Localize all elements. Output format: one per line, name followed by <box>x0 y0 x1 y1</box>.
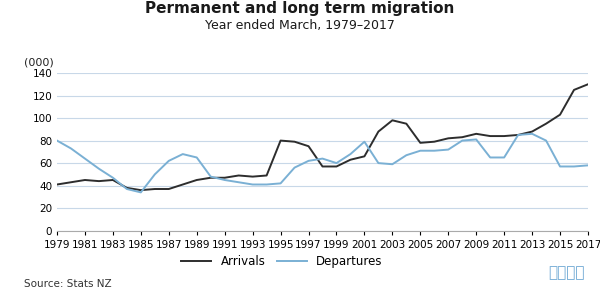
Arrivals <box>193 178 200 182</box>
Arrivals <box>542 122 550 126</box>
Line: Arrivals: Arrivals <box>57 84 588 190</box>
Arrivals <box>473 132 480 135</box>
Arrivals <box>389 119 396 122</box>
Departures <box>515 133 522 137</box>
Departures <box>431 149 438 152</box>
Text: Year ended March, 1979–2017: Year ended March, 1979–2017 <box>205 19 395 32</box>
Arrivals <box>431 140 438 143</box>
Arrivals <box>249 175 256 178</box>
Arrivals <box>347 158 354 161</box>
Arrivals <box>263 174 270 177</box>
Arrivals <box>221 176 228 180</box>
Departures <box>291 166 298 169</box>
Text: Source: Stats NZ: Source: Stats NZ <box>24 279 112 289</box>
Arrivals <box>375 130 382 133</box>
Arrivals <box>151 187 158 191</box>
Departures <box>207 175 214 178</box>
Departures <box>249 183 256 186</box>
Departures <box>305 159 312 163</box>
Arrivals <box>458 135 466 139</box>
Arrivals <box>556 113 563 117</box>
Legend: Arrivals, Departures: Arrivals, Departures <box>177 251 387 273</box>
Arrivals <box>82 178 89 182</box>
Arrivals <box>95 179 103 183</box>
Arrivals <box>515 133 522 137</box>
Arrivals <box>571 88 578 92</box>
Departures <box>556 165 563 168</box>
Arrivals <box>403 122 410 126</box>
Arrivals <box>179 183 187 186</box>
Arrivals <box>584 83 592 86</box>
Departures <box>375 161 382 165</box>
Arrivals <box>291 140 298 143</box>
Departures <box>319 157 326 160</box>
Arrivals <box>277 139 284 142</box>
Departures <box>277 182 284 185</box>
Departures <box>417 149 424 152</box>
Departures <box>151 173 158 176</box>
Text: (000): (000) <box>24 57 54 67</box>
Arrivals <box>207 176 214 180</box>
Arrivals <box>487 134 494 138</box>
Departures <box>263 183 270 186</box>
Text: Permanent and long term migration: Permanent and long term migration <box>145 1 455 16</box>
Text: 澳臻移民: 澳臻移民 <box>548 265 585 280</box>
Arrivals <box>333 165 340 168</box>
Arrivals <box>417 141 424 145</box>
Departures <box>67 147 74 150</box>
Departures <box>542 139 550 142</box>
Departures <box>361 140 368 143</box>
Arrivals <box>529 130 536 133</box>
Departures <box>109 176 116 180</box>
Departures <box>487 156 494 159</box>
Departures <box>53 139 61 142</box>
Departures <box>165 159 172 163</box>
Arrivals <box>361 154 368 158</box>
Departures <box>389 162 396 166</box>
Departures <box>529 132 536 135</box>
Departures <box>137 191 145 194</box>
Departures <box>123 187 130 191</box>
Departures <box>221 178 228 182</box>
Arrivals <box>137 188 145 192</box>
Departures <box>193 156 200 159</box>
Departures <box>333 161 340 165</box>
Departures <box>473 138 480 141</box>
Departures <box>500 156 508 159</box>
Departures <box>445 148 452 151</box>
Departures <box>403 154 410 157</box>
Arrivals <box>67 180 74 184</box>
Arrivals <box>165 187 172 191</box>
Arrivals <box>445 137 452 140</box>
Departures <box>571 165 578 168</box>
Departures <box>347 152 354 156</box>
Departures <box>179 152 187 156</box>
Departures <box>235 180 242 184</box>
Arrivals <box>123 186 130 190</box>
Line: Departures: Departures <box>57 134 588 192</box>
Arrivals <box>53 183 61 186</box>
Departures <box>584 164 592 167</box>
Arrivals <box>319 165 326 168</box>
Arrivals <box>305 145 312 148</box>
Arrivals <box>235 174 242 177</box>
Departures <box>82 157 89 160</box>
Departures <box>95 167 103 171</box>
Arrivals <box>109 178 116 182</box>
Departures <box>458 139 466 142</box>
Arrivals <box>500 134 508 138</box>
